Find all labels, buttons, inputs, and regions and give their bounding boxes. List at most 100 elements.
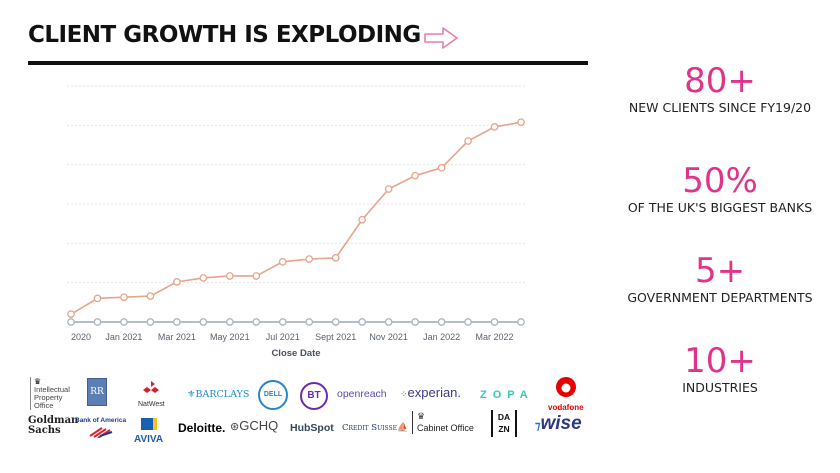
logo-text: Goldman [28, 415, 79, 426]
data-point [146, 318, 155, 326]
data-point [93, 318, 102, 326]
data-point [173, 278, 181, 286]
client-growth-chart: 2020 Jan 2021 Mar 2021 May 2021 Jul 2021 Sept… [67, 85, 525, 359]
stat-label: INDUSTRIES [682, 380, 758, 395]
stat-value: 80+ [684, 61, 756, 101]
data-point [67, 318, 75, 326]
data-point [384, 318, 393, 326]
logo-natwest: NatWest [138, 380, 165, 409]
sails-icon: ⛵ [397, 423, 409, 433]
crest-icon: ♛ [417, 411, 426, 421]
x-tick-label: May 2021 [210, 332, 250, 342]
stat-industries: 10+ INDUSTRIES [595, 342, 840, 396]
data-point [305, 318, 314, 326]
logo-vodafone: vodafone [548, 376, 584, 412]
data-point [225, 272, 234, 280]
logo-aviva: AVIVA [134, 417, 163, 445]
stat-label: OF THE UK'S BIGGEST BANKS [627, 200, 813, 215]
data-point [173, 318, 181, 326]
data-point [411, 318, 419, 326]
logo-text: wise [540, 413, 582, 434]
data-point [490, 123, 499, 131]
data-point [384, 185, 393, 193]
data-point [252, 318, 261, 326]
data-point [411, 171, 419, 180]
logo-text: NatWest [138, 401, 165, 408]
data-point [225, 318, 234, 326]
logo-goldman-sachs: Goldman Sachs [28, 416, 78, 436]
logo-text: Intellectual [34, 385, 70, 394]
stat-label: NEW CLIENTS SINCE FY19/20 [628, 100, 812, 115]
x-tick-label: Nov 2021 [369, 332, 408, 342]
stat-new-clients: 80+ NEW CLIENTS SINCE FY19/20 [595, 62, 840, 116]
logo-text: vodafone [548, 403, 584, 412]
data-point [517, 318, 525, 326]
logo-dazn: DA ZN [491, 410, 517, 437]
data-point [67, 310, 75, 318]
data-point [490, 318, 499, 326]
wise-flag-icon: ⁊ [535, 420, 541, 432]
logo-bank-of-america: Bank of America [75, 417, 126, 443]
logo-text: Bank of America [75, 417, 127, 424]
vodafone-speechmark-icon [555, 377, 576, 397]
logo-text: experian. [407, 385, 462, 400]
data-point [464, 137, 472, 145]
title-underline [28, 61, 588, 65]
logo-text: Credit Suisse [342, 423, 398, 433]
logo-zopa: ZOPA [480, 389, 534, 401]
data-point [199, 274, 208, 282]
logo-hubspot: HubSpot [290, 422, 334, 434]
logo-text: Sachs [28, 425, 61, 436]
data-point [437, 318, 446, 326]
stat-value: 5+ [694, 251, 746, 291]
dots-icon: ⁘ [400, 389, 408, 399]
data-point [146, 292, 155, 300]
logo-openreach: openreach [337, 388, 387, 400]
data-point [278, 318, 287, 326]
stat-government: 5+ GOVERNMENT DEPARTMENTS [595, 252, 840, 306]
x-axis-label: Close Date [271, 348, 320, 359]
right-arrow-outline-icon [424, 27, 458, 49]
logo-deloitte: Deloitte. [178, 421, 226, 435]
x-tick-label: Jan 2022 [423, 332, 460, 342]
series-line-clients [70, 121, 522, 315]
logo-gchq: ⊛GCHQ [230, 418, 278, 433]
data-point [93, 294, 102, 303]
data-point [252, 272, 261, 280]
crest-icon: ♛ [34, 377, 42, 386]
x-tick-label: Sept 2021 [315, 332, 356, 342]
x-tick-label: Jul 2021 [266, 332, 300, 342]
logo-text: AVIVA [134, 434, 164, 445]
logo-wise: ⁊wise [535, 413, 582, 435]
data-point [120, 318, 128, 326]
logo-intellectual-property-office: ♛ Intellectual Property Office [30, 377, 70, 410]
logo-text: GCHQ [239, 418, 279, 433]
logo-text: BARCLAYS [195, 389, 250, 400]
stat-value: 10+ [684, 341, 756, 381]
gchq-crest-icon: ⊛ [230, 421, 240, 433]
aviva-flag-icon [140, 418, 157, 430]
x-tick-label: Mar 2022 [476, 332, 514, 342]
logo-text: Cabinet Office [417, 423, 474, 433]
logo-credit-suisse: Credit Suisse⛵ [342, 423, 408, 433]
logo-bt: BT [300, 382, 328, 410]
data-point [278, 257, 287, 266]
data-point [358, 318, 367, 326]
x-tick-label: 2020 [71, 332, 91, 342]
logo-text: DA [497, 412, 511, 422]
data-point [331, 254, 340, 262]
logo-experian: ⁘experian. [400, 385, 461, 400]
x-tick-label: Jan 2021 [105, 332, 142, 342]
natwest-cubes-icon [143, 381, 160, 393]
stat-banks: 50% OF THE UK'S BIGGEST BANKS [595, 162, 840, 216]
page-title: CLIENT GROWTH IS EXPLODING [28, 22, 421, 48]
x-tick-label: Mar 2021 [158, 332, 196, 342]
data-point [358, 215, 367, 224]
data-point [305, 255, 314, 263]
logo-text: Property [34, 393, 63, 402]
logo-dell: DELL [258, 380, 288, 410]
logo-text: Office [34, 401, 54, 410]
logo-rolls-royce: RR [87, 378, 107, 406]
logo-cabinet-office: ♛ Cabinet Office [412, 411, 474, 434]
data-point [517, 118, 525, 127]
